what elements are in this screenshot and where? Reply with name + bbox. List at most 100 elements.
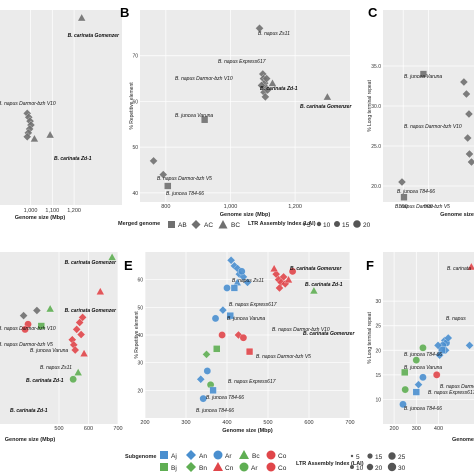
panel-a-xlabel: Genome size (Mbp) bbox=[15, 215, 66, 221]
panel-e-point-25 bbox=[239, 334, 248, 342]
panel-b-ytick-3: 70 bbox=[132, 54, 138, 60]
legend-bc-label: BC bbox=[231, 222, 240, 229]
panel-f-xtick-2: 400 bbox=[434, 426, 443, 432]
lai-swatch-5 bbox=[302, 222, 306, 226]
subgenome-legend-title: Subgenome bbox=[125, 454, 156, 460]
panel-b-annotation-0: B. napus Zs11 bbox=[258, 31, 290, 37]
panel-f-annotation-0: B. carinata bbox=[447, 266, 471, 272]
panel-e-xtick-3: 500 bbox=[263, 420, 272, 426]
lai-swatch-20 bbox=[353, 220, 361, 228]
panel-e-ytick-1: 30 bbox=[137, 361, 143, 367]
panel-c-ytick-2: 30.0 bbox=[371, 104, 381, 110]
panel-f-point-9 bbox=[465, 341, 474, 350]
panel-a-xtick-2: 1,200 bbox=[67, 208, 81, 214]
panel-f-point-13 bbox=[419, 373, 427, 382]
panel-a-point-9 bbox=[45, 130, 55, 139]
panel-c-point-8 bbox=[400, 193, 408, 201]
panel-e-point-27 bbox=[213, 345, 221, 353]
panel-c-point-6 bbox=[467, 157, 474, 167]
panel-e-point-17 bbox=[269, 264, 279, 272]
panel-a-point-8 bbox=[30, 134, 39, 143]
panel-c-ylabel: % Long terminal repeat bbox=[367, 80, 373, 132]
panel-e-annotation-0: B. napus Zs11 bbox=[232, 278, 264, 284]
panel-a-xtick-0: 1,000 bbox=[24, 208, 38, 214]
legend-cn-swatch bbox=[213, 462, 223, 471]
lai-b-label-25: 25 bbox=[398, 454, 406, 461]
panel-e-point-29 bbox=[203, 367, 212, 375]
panel-e-ytick-3: 50 bbox=[137, 305, 143, 311]
panel-e-xtick-5: 700 bbox=[345, 420, 354, 426]
legend-bc-swatch bbox=[218, 220, 228, 229]
lai-b-label-30: 30 bbox=[398, 465, 406, 472]
panel-e-point-32 bbox=[209, 386, 217, 394]
legend-co2-label: Co bbox=[278, 465, 287, 472]
panel-b-xtick-1: 1,000 bbox=[224, 204, 238, 210]
panel-c-point-0 bbox=[419, 70, 427, 78]
panel-e-ylabel: % Repetitive element bbox=[134, 311, 140, 359]
legend-ar-swatch bbox=[213, 450, 223, 460]
panel-b-bg bbox=[140, 10, 350, 202]
legend-ar-label: Ar bbox=[225, 453, 232, 460]
panel-d-xlabel: Genome size (Mbp) bbox=[5, 437, 56, 443]
panel-c-ytick-1: 25.0 bbox=[371, 144, 381, 150]
panel-f-ytick-3: 25 bbox=[375, 324, 381, 330]
panel-f-ytick-1: 15 bbox=[375, 373, 381, 379]
panel-d-xtick-0: 500 bbox=[54, 426, 63, 432]
panel-d-annotation-5: B. napus Zs11 bbox=[40, 365, 72, 371]
lai-label-5: 5 bbox=[307, 222, 311, 229]
lai-b-swatch-25 bbox=[388, 452, 396, 460]
panel-b-annotation-1: B. napus Express617 bbox=[218, 59, 266, 65]
panel-e-xlabel: Genome size (Mbp) bbox=[222, 428, 273, 434]
panel-b-point-14 bbox=[159, 170, 168, 179]
panel-b-ytick-0: 40 bbox=[132, 191, 138, 197]
panel-e-point-33 bbox=[199, 394, 207, 403]
panel-f-point-8 bbox=[433, 341, 443, 350]
panel-e-annotation-2: B. carinata Zd-1 bbox=[305, 282, 343, 288]
panel-d-point-0 bbox=[107, 252, 117, 261]
panel-b-point-10 bbox=[263, 85, 272, 95]
panel-d-annotation-3: B. napus Darmor-bzh V5 bbox=[0, 342, 53, 348]
panel-f-ytick-0: 10 bbox=[375, 397, 381, 403]
panel-e-point-26 bbox=[245, 348, 254, 356]
panel-e-point-13 bbox=[279, 272, 288, 282]
panel-e-xtick-2: 400 bbox=[222, 420, 231, 426]
panel-b-annotation-7: B. juncea T84-66 bbox=[166, 191, 204, 197]
panel-e-point-19 bbox=[309, 286, 319, 295]
panel-e-ytick-2: 40 bbox=[137, 333, 143, 339]
panel-f-point-11 bbox=[412, 356, 421, 364]
panel-c-point-2 bbox=[462, 89, 471, 99]
panel-a-bg bbox=[0, 10, 122, 205]
legend-aj-label: Aj bbox=[171, 453, 177, 460]
legend-co-label: Co bbox=[278, 453, 287, 460]
panel-f-xtick-0: 200 bbox=[390, 426, 399, 432]
panel-f-point-18 bbox=[399, 400, 407, 409]
panel-f-point-16 bbox=[412, 388, 420, 396]
panel-d-annotation-0: B. carinata Gomenzer bbox=[65, 260, 117, 266]
panel-e-annotation-8: B. napus Express617 bbox=[228, 379, 276, 385]
lai-legend-title-bottom: LTR Assembly Index (LAI) bbox=[296, 461, 364, 467]
panel-letter-b: B bbox=[120, 5, 129, 20]
lai-b-swatch-5 bbox=[350, 454, 354, 458]
legend-ac-swatch bbox=[191, 220, 201, 229]
panel-d-point-7 bbox=[45, 304, 55, 313]
panel-c-point-3 bbox=[464, 109, 474, 119]
panel-c-xtick-0: 800 bbox=[399, 204, 408, 210]
panel-b-annotation-3: B. carinata Zd-1 bbox=[260, 86, 298, 92]
panel-e-point-8 bbox=[230, 284, 238, 292]
panel-letter-f: F bbox=[366, 258, 374, 273]
panel-e-annotation-3: B. napus Express617 bbox=[229, 302, 277, 308]
panel-a-annotation-1: B. napus Darmor-bzh V10 bbox=[0, 101, 56, 107]
panel-d-point-11 bbox=[76, 330, 86, 339]
panel-f-point-12 bbox=[401, 368, 409, 376]
panel-letter-e: E bbox=[124, 258, 133, 273]
panel-e-point-0 bbox=[226, 256, 236, 265]
panel-f-annotation-1: B. napus bbox=[446, 316, 466, 322]
panel-b-ytick-2: 60 bbox=[132, 99, 138, 105]
panel-c-point-5 bbox=[465, 149, 474, 159]
legend-co2-swatch bbox=[266, 462, 276, 472]
legend-cn-label: Cn bbox=[225, 465, 234, 472]
panel-e-point-23 bbox=[218, 331, 226, 339]
panel-b-point-1 bbox=[255, 24, 264, 33]
panel-b-ylabel: % Repetitive element bbox=[129, 82, 135, 130]
lai-b-label-20: 20 bbox=[375, 465, 383, 472]
